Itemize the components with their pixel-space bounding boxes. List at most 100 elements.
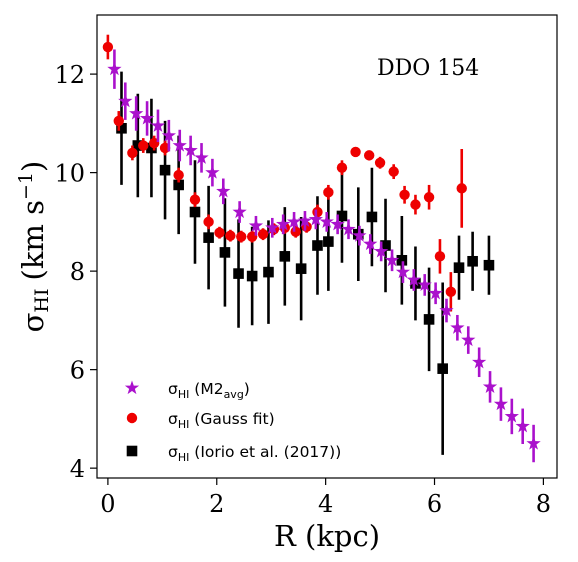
data-point xyxy=(437,363,448,374)
legend-text-part: (M2 xyxy=(189,380,223,398)
data-point xyxy=(453,262,465,273)
data-layer xyxy=(102,34,541,463)
data-point xyxy=(308,211,323,226)
y-label-main: σ xyxy=(16,313,50,333)
data-point xyxy=(461,332,476,347)
legend-text-part: (Iorio et al. (2017)) xyxy=(189,443,341,461)
data-point xyxy=(330,216,345,231)
data-point xyxy=(233,268,244,279)
data-point xyxy=(319,214,334,228)
data-point xyxy=(445,286,457,298)
legend-entry-gauss: σHI (Gauss fit) xyxy=(126,410,275,431)
legend-subscript: HI xyxy=(178,451,190,464)
legend-text-part: σ xyxy=(168,443,178,461)
y-label-sub: HI xyxy=(31,288,53,312)
legend-marker xyxy=(124,380,140,395)
y-tick-label: 10 xyxy=(54,160,85,188)
data-point xyxy=(173,179,184,191)
data-point xyxy=(434,251,446,262)
data-point xyxy=(428,285,443,300)
data-point xyxy=(336,162,348,173)
data-point xyxy=(219,247,231,258)
data-point xyxy=(150,118,166,132)
chart-annotation: DDO 154 xyxy=(377,56,479,81)
data-point xyxy=(116,122,127,134)
data-point xyxy=(374,243,389,258)
data-point xyxy=(118,93,133,108)
data-point xyxy=(423,192,435,203)
data-point xyxy=(248,218,264,232)
data-point xyxy=(246,270,258,282)
data-point xyxy=(232,204,247,219)
data-point xyxy=(388,166,399,177)
y-tick-label: 8 xyxy=(70,258,85,286)
data-point xyxy=(107,61,122,76)
data-point xyxy=(439,303,454,317)
data-point xyxy=(257,228,269,240)
data-point xyxy=(189,206,201,218)
data-point xyxy=(138,140,149,151)
data-point xyxy=(159,164,171,176)
data-point xyxy=(263,266,274,278)
data-point xyxy=(336,210,348,222)
data-point xyxy=(384,252,400,267)
legend-label: σHI (Iorio et al. (2017)) xyxy=(168,443,341,464)
data-point xyxy=(194,150,209,164)
data-point xyxy=(279,251,291,262)
data-point xyxy=(482,379,498,393)
x-tick-label: 8 xyxy=(536,490,551,518)
y-tick-label: 4 xyxy=(70,455,85,483)
data-point xyxy=(417,277,432,291)
data-point xyxy=(183,142,198,157)
data-point xyxy=(450,320,465,334)
data-point xyxy=(276,216,291,231)
data-point xyxy=(515,418,530,433)
data-point xyxy=(146,142,157,154)
data-point xyxy=(399,189,410,200)
data-point xyxy=(395,264,411,279)
data-point xyxy=(139,110,155,125)
data-point xyxy=(526,436,541,450)
data-point xyxy=(341,221,356,236)
data-point xyxy=(172,138,187,152)
data-point xyxy=(423,314,435,325)
data-point xyxy=(129,106,144,120)
data-point xyxy=(132,140,144,151)
data-point xyxy=(350,146,361,158)
data-point xyxy=(472,354,487,369)
legend-text-part: σ xyxy=(168,410,178,428)
data-point xyxy=(493,396,509,411)
legend-subscript: HI xyxy=(178,418,190,431)
series-m2 xyxy=(107,49,541,463)
axis-ticks: 0 2 4 6 8 4 6 8 10 12 xyxy=(54,61,551,518)
data-point xyxy=(483,259,495,271)
legend-subscript: HI xyxy=(178,388,190,401)
data-point xyxy=(102,41,114,53)
data-point xyxy=(456,183,467,194)
data-point xyxy=(189,194,201,205)
data-point xyxy=(127,147,138,159)
x-axis-label: R (kpc) xyxy=(274,519,380,553)
legend-entry-iorio: σHI (Iorio et al. (2017)) xyxy=(126,443,341,464)
data-point xyxy=(295,263,307,274)
data-point xyxy=(312,206,323,218)
data-point xyxy=(113,115,124,127)
legend-label: σHI (Gauss fit) xyxy=(168,410,275,431)
data-point xyxy=(214,227,225,238)
x-tick-label: 4 xyxy=(318,490,333,518)
data-point xyxy=(363,236,378,251)
x-tick-label: 6 xyxy=(427,490,442,518)
y-label-unit: (km s xyxy=(16,200,50,281)
data-point xyxy=(225,230,236,241)
legend: σHI (M2avg)σHI (Gauss fit)σHI (Iorio et … xyxy=(124,380,341,464)
data-point xyxy=(410,199,421,210)
legend-label: σHI (M2avg) xyxy=(168,380,250,401)
data-point xyxy=(265,220,280,234)
legend-text-part: σ xyxy=(168,380,178,398)
data-point xyxy=(203,216,214,228)
y-label-sup: −1 xyxy=(15,172,37,200)
legend-text-part: (Gauss fit) xyxy=(189,410,274,428)
legend-marker xyxy=(126,412,138,424)
data-point xyxy=(467,255,478,267)
y-label-close: ) xyxy=(16,161,50,172)
